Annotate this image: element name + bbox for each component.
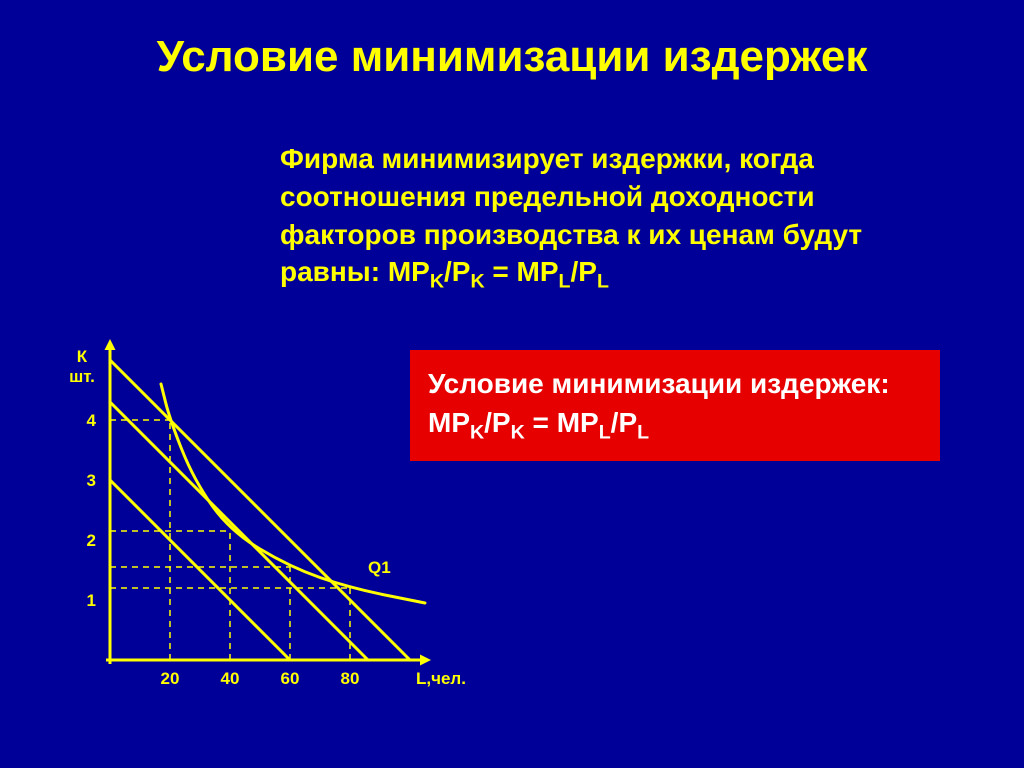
svg-text:К: К [77, 347, 88, 366]
body-line-1: Фирма минимизирует издержки, когда [280, 143, 814, 174]
body-line-3: факторов производства к их ценам будут [280, 219, 862, 250]
svg-text:40: 40 [221, 669, 240, 688]
body-formula: MPK/PK = MPL/PL [388, 256, 609, 287]
slide-title: Условие минимизации издержек [0, 32, 1024, 82]
svg-text:20: 20 [161, 669, 180, 688]
svg-text:60: 60 [281, 669, 300, 688]
svg-text:L,чел.: L,чел. [416, 669, 466, 688]
body-line-2: соотношения предельной доходности [280, 181, 815, 212]
svg-text:2: 2 [87, 531, 96, 550]
svg-text:Q1: Q1 [368, 558, 391, 577]
highlight-box: Условие минимизации издержек: MPK/PK = M… [410, 350, 940, 461]
svg-text:шт.: шт. [69, 367, 95, 386]
svg-text:3: 3 [87, 471, 96, 490]
body-line-4-prefix: равны: [280, 256, 388, 287]
svg-text:80: 80 [341, 669, 360, 688]
highlight-line-1: Условие минимизации издержек: [428, 368, 890, 399]
highlight-formula: MPK/PK = MPL/PL [428, 407, 649, 438]
slide: Условие минимизации издержек Фирма миним… [0, 0, 1024, 768]
svg-text:4: 4 [87, 411, 97, 430]
svg-text:1: 1 [87, 591, 96, 610]
body-paragraph: Фирма минимизирует издержки, когда соотн… [280, 140, 980, 295]
isoquant-chart: 123420406080Кшт.L,чел.Q1 [55, 310, 435, 710]
